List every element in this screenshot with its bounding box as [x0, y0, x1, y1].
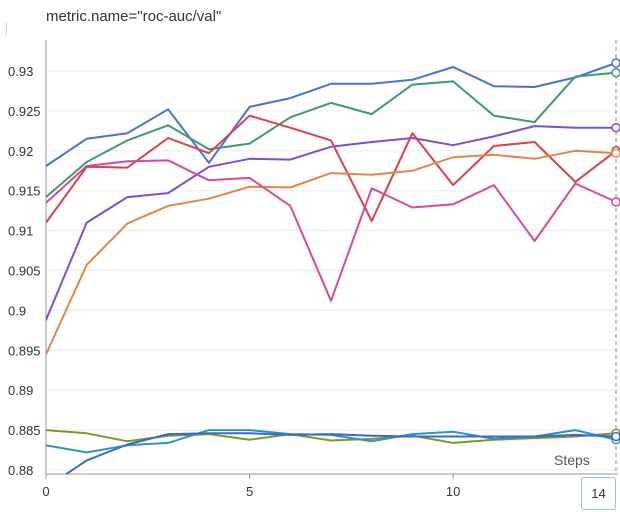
x-tick-label: 10: [446, 484, 460, 499]
series-end-marker-2: [611, 67, 620, 78]
series-line-7: [46, 429, 617, 444]
y-tick-label: 0.895: [8, 343, 41, 358]
series-line-6: [46, 159, 617, 302]
x-axis-label: Steps: [554, 452, 590, 468]
y-tick-label: 0.915: [8, 184, 41, 199]
y-tick-label: 0.905: [8, 264, 41, 279]
series-line-9: [64, 432, 617, 474]
y-tick-label: 0.9: [8, 303, 26, 318]
hover-step-box[interactable]: 14: [581, 477, 616, 510]
series-line-2: [46, 71, 617, 199]
series-line-4: [46, 114, 617, 224]
series-line-3: [46, 125, 617, 321]
series-end-marker-5: [611, 148, 620, 158]
x-tick-label: 0: [42, 484, 49, 499]
y-tick-label: 0.89: [8, 383, 33, 398]
grid-lines: [46, 70, 618, 471]
series-end-marker-9: [611, 431, 620, 442]
series-end-marker-6: [611, 197, 620, 207]
x-tick-label: 5: [246, 484, 253, 499]
series-line-5: [46, 149, 617, 356]
y-tick-label: 0.91: [8, 224, 33, 239]
y-tick-label: 0.93: [8, 64, 33, 79]
y-tick-label: 0.925: [8, 104, 41, 119]
series-end-marker-3: [611, 122, 620, 133]
series-line-1: [46, 62, 617, 167]
series-end-marker-1: [611, 58, 620, 68]
chart-title: metric.name="roc-auc/val": [46, 8, 222, 25]
y-tick-label: 0.92: [8, 144, 33, 159]
y-tick-label: 0.885: [8, 423, 41, 438]
end-markers: [611, 58, 620, 445]
axes: 0.88 0.885 0.89 0.895 0.9 0.905 0.91 0.915 0.92 0…: [8, 40, 618, 499]
panel-edge-marker: [0, 22, 7, 36]
y-tick-label: 0.88: [8, 463, 33, 478]
series-lines: [46, 62, 617, 474]
